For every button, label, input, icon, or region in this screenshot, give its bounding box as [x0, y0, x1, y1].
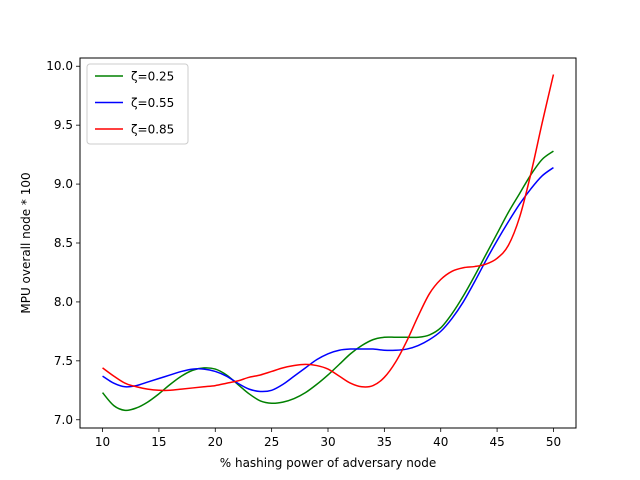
series-line-3: [102, 74, 555, 392]
x-tick-label: 35: [377, 435, 392, 449]
y-tick-label: 8.0: [54, 295, 73, 309]
x-tick-label: 40: [433, 435, 448, 449]
legend-label-1: ζ=0.25: [131, 70, 174, 84]
y-tick-label: 9.5: [54, 118, 73, 132]
x-tick-label: 20: [208, 435, 223, 449]
x-tick-label: 15: [151, 435, 166, 449]
x-tick-label: 45: [489, 435, 504, 449]
y-tick-label: 7.5: [54, 354, 73, 368]
x-tick-label: 30: [320, 435, 335, 449]
x-tick-label: 25: [264, 435, 279, 449]
legend: ζ=0.25 ζ=0.55 ζ=0.85: [86, 63, 189, 145]
y-tick-label: 10.0: [46, 59, 73, 73]
series-layer: [101, 74, 555, 412]
x-tick-label: 10: [95, 435, 110, 449]
y-tick-label: 8.5: [54, 236, 73, 250]
y-tick-label: 9.0: [54, 177, 73, 191]
legend-box: [86, 63, 189, 145]
series-line-1: [101, 150, 554, 412]
series-line-2: [102, 166, 554, 393]
legend-label-3: ζ=0.85: [131, 123, 174, 137]
x-tick-label: 50: [546, 435, 561, 449]
legend-label-2: ζ=0.55: [131, 96, 174, 110]
x-axis-ticks: 10 15 20 25 30 35 40 45 50: [95, 428, 561, 449]
y-axis-ticks: 7.0 7.5 8.0 8.5 9.0 9.5 10.0: [46, 59, 80, 427]
y-axis-label: MPU overall node * 100: [19, 172, 33, 313]
x-axis-label: % hashing power of adversary node: [220, 456, 436, 470]
y-tick-label: 7.0: [54, 413, 73, 427]
